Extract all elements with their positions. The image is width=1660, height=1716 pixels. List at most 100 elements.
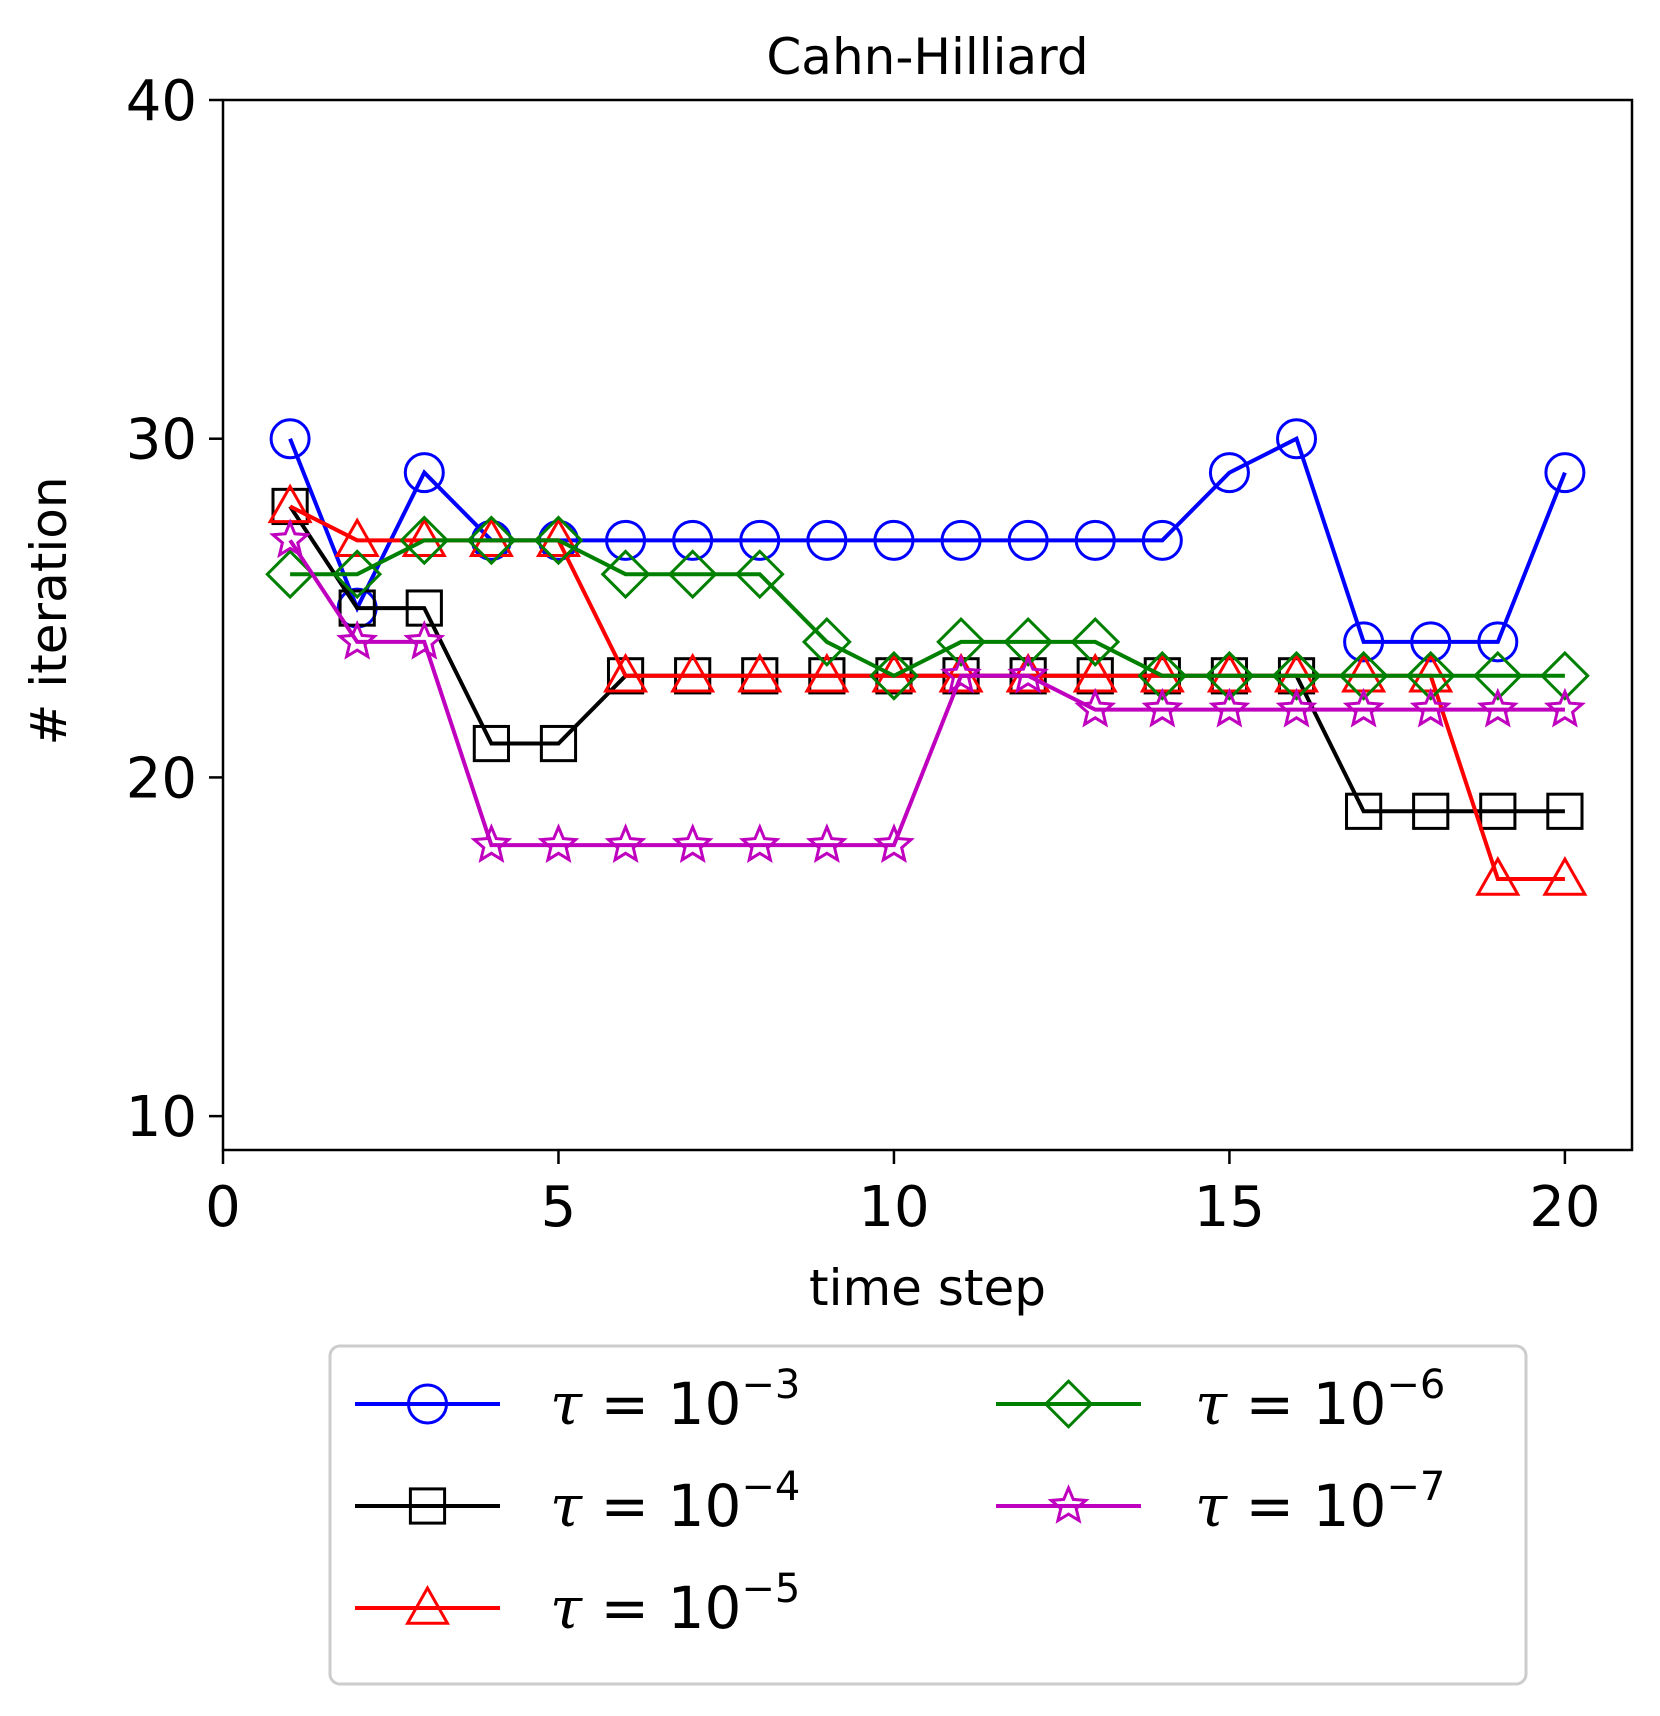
legend-label: τ = 10−5	[550, 1566, 800, 1642]
data-point	[1137, 650, 1188, 701]
data-point	[1543, 687, 1586, 728]
data-point	[408, 1487, 447, 1525]
data-point	[1338, 650, 1389, 701]
data-point	[804, 652, 850, 693]
x-tick-label: 15	[1194, 1175, 1265, 1240]
x-tick-label: 5	[541, 1175, 577, 1240]
data-point	[1043, 1379, 1094, 1429]
series-3	[267, 483, 1588, 896]
legend-box	[328, 1344, 1528, 1686]
data-point	[667, 549, 718, 600]
y-tick-label: 20	[126, 746, 197, 811]
data-point	[1409, 687, 1452, 728]
y-tick-label: 30	[126, 408, 197, 473]
data-point	[1070, 617, 1121, 667]
legend-item: τ = 10−4	[355, 1464, 800, 1540]
data-point	[737, 652, 783, 693]
data-point	[1343, 621, 1385, 663]
legend-label: τ = 10−6	[1195, 1362, 1445, 1438]
data-point	[334, 517, 380, 558]
data-point	[404, 1585, 451, 1625]
data-point	[938, 652, 984, 693]
data-point	[1410, 621, 1452, 663]
data-point	[1544, 452, 1586, 494]
data-point	[336, 620, 379, 660]
legend-item: τ = 10−6	[996, 1362, 1445, 1438]
data-point	[670, 652, 716, 693]
chart-title: Cahn-Hilliard	[766, 28, 1088, 86]
plot-frame	[221, 98, 1634, 1152]
data-point	[869, 650, 919, 701]
data-point	[1542, 856, 1588, 896]
data-point	[1546, 792, 1584, 830]
data-point	[399, 515, 450, 566]
data-point	[1208, 687, 1251, 728]
data-point	[1275, 687, 1318, 728]
data-point	[403, 452, 445, 494]
data-point	[1475, 856, 1521, 896]
data-point	[940, 653, 982, 694]
data-point	[600, 549, 651, 600]
data-point	[806, 519, 848, 561]
data-point	[604, 823, 647, 863]
data-point	[739, 519, 781, 561]
data-point	[1479, 792, 1517, 830]
data-point	[269, 418, 311, 460]
data-point	[605, 519, 647, 561]
data-point	[1271, 650, 1322, 701]
legend-label: τ = 10−3	[550, 1362, 800, 1438]
plot-area: 0 5 10 15 20 10 20 30 40	[126, 69, 1634, 1240]
data-point	[269, 518, 312, 559]
data-point	[873, 823, 915, 863]
data-point	[1047, 1484, 1090, 1524]
x-axis-label: time step	[809, 1259, 1046, 1317]
data-point	[1204, 650, 1255, 701]
data-point	[539, 724, 578, 763]
data-point	[1539, 650, 1590, 701]
data-point	[1208, 452, 1250, 494]
data-point	[470, 823, 513, 863]
data-point	[1472, 650, 1523, 701]
legend-item: τ = 10−5	[355, 1566, 800, 1642]
series-line	[288, 539, 1565, 848]
data-point	[1141, 519, 1183, 561]
legend-item: τ = 10−3	[355, 1362, 800, 1438]
legend-item: τ = 10−7	[996, 1464, 1445, 1540]
series-line	[289, 504, 1565, 882]
data-point	[1141, 687, 1184, 728]
data-point	[672, 519, 714, 561]
data-point	[407, 1383, 448, 1425]
legend-label: τ = 10−4	[550, 1464, 800, 1540]
data-point	[873, 519, 915, 561]
series-4	[265, 515, 1590, 701]
data-point	[801, 617, 852, 667]
data-point	[533, 515, 584, 566]
data-point	[267, 483, 313, 524]
data-point	[1405, 650, 1456, 701]
data-point	[603, 652, 649, 693]
series-line	[290, 538, 1565, 679]
data-point	[936, 617, 986, 667]
data-point	[1476, 687, 1519, 728]
data-point	[671, 823, 714, 863]
data-point	[472, 724, 510, 763]
data-point	[734, 549, 785, 600]
data-point	[1007, 519, 1049, 561]
data-point	[1072, 652, 1118, 693]
x-tick-label: 0	[205, 1175, 241, 1240]
data-point	[468, 517, 514, 558]
data-point	[332, 549, 383, 600]
data-point	[535, 517, 582, 558]
data-point	[1005, 652, 1051, 693]
x-tick-label: 10	[858, 1175, 929, 1240]
y-tick-label: 40	[126, 69, 197, 134]
data-point	[1003, 617, 1054, 667]
data-point	[401, 517, 447, 558]
data-point	[466, 515, 517, 566]
data-point	[940, 519, 982, 561]
data-point	[871, 652, 917, 693]
data-point	[1276, 418, 1318, 460]
data-point	[1477, 621, 1519, 663]
